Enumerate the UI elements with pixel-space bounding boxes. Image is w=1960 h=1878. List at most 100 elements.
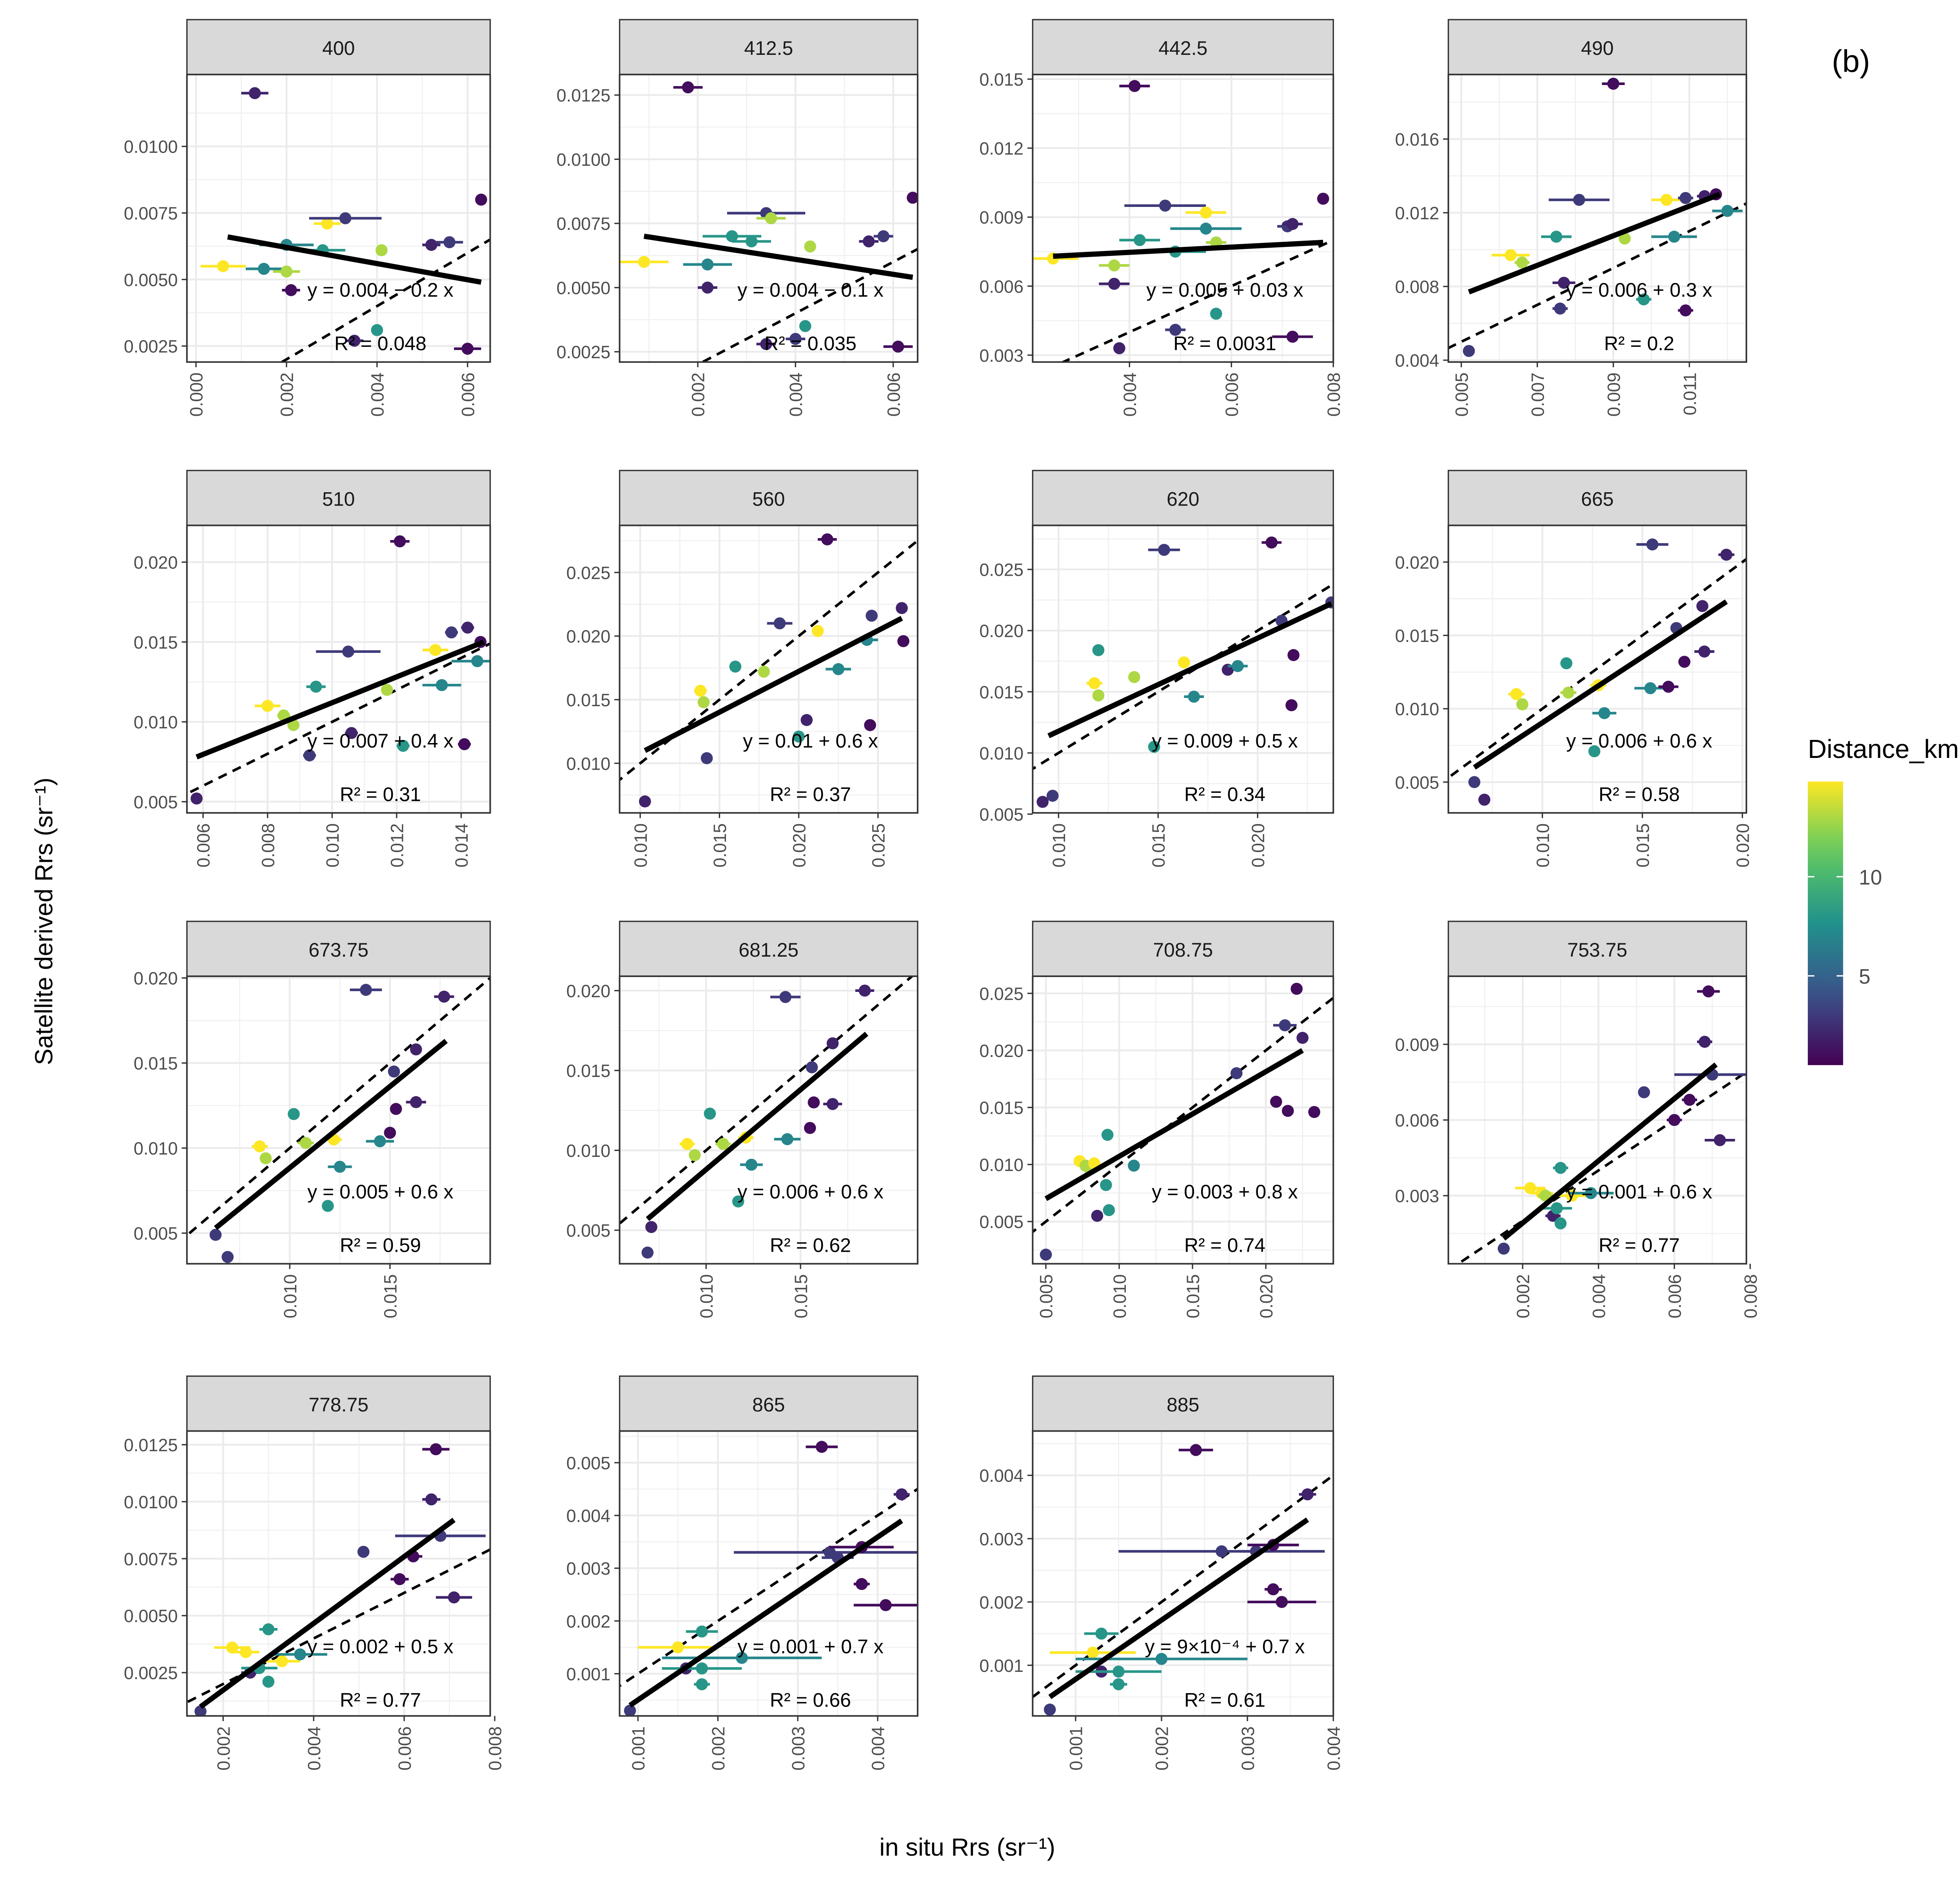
data-point xyxy=(1698,645,1711,658)
data-point xyxy=(1279,1019,1291,1031)
facet-strip xyxy=(186,921,491,977)
data-point xyxy=(793,731,805,743)
data-point xyxy=(1092,644,1105,656)
y-tick-label: 0.010 xyxy=(566,754,611,774)
colorbar-tick-label: 10 xyxy=(1859,866,1882,889)
legend-title: Distance_km xyxy=(1808,735,1959,764)
x-tick-label: 0.008 xyxy=(258,823,278,868)
data-point xyxy=(624,1704,636,1716)
data-point xyxy=(438,990,450,1003)
data-point xyxy=(276,1655,288,1668)
data-point xyxy=(1524,1182,1537,1194)
y-tick-label: 0.0100 xyxy=(124,1492,178,1512)
data-point xyxy=(1668,230,1681,243)
data-point xyxy=(1169,324,1181,336)
data-point xyxy=(1554,1217,1567,1230)
x-tick-label: 0.006 xyxy=(458,372,478,417)
y-tick-label: 0.008 xyxy=(1395,277,1439,297)
panel-border xyxy=(1032,524,1334,814)
data-point xyxy=(1133,234,1146,247)
x-tick-label: 0.009 xyxy=(1604,372,1624,417)
data-point xyxy=(641,1246,654,1259)
data-point xyxy=(388,1065,400,1078)
y-tick-label: 0.006 xyxy=(979,277,1024,297)
y-tick-label: 0.015 xyxy=(134,1053,178,1073)
y-tick-label: 0.0100 xyxy=(557,150,611,170)
data-point xyxy=(1699,1036,1711,1048)
x-tick-label: 0.008 xyxy=(485,1726,505,1771)
y-tick-label: 0.025 xyxy=(979,560,1024,580)
data-point xyxy=(1091,1210,1103,1222)
y-tick-label: 0.002 xyxy=(566,1612,611,1631)
data-point xyxy=(826,1037,839,1050)
data-point xyxy=(1158,544,1170,556)
data-point xyxy=(334,1160,346,1173)
data-point xyxy=(339,212,352,225)
data-point xyxy=(1497,1242,1510,1255)
data-point xyxy=(1287,649,1300,661)
one-to-one-line xyxy=(619,976,914,1225)
data-point xyxy=(285,284,297,296)
data-point xyxy=(826,1098,839,1110)
one-to-one-line xyxy=(1448,557,1747,779)
data-point xyxy=(1607,78,1619,90)
data-point xyxy=(877,230,889,243)
data-point xyxy=(1516,698,1528,711)
r-squared-label: R² = 0.66 xyxy=(770,1689,851,1711)
r-squared-label: R² = 0.61 xyxy=(1184,1689,1265,1711)
y-tick-label: 0.010 xyxy=(979,743,1024,763)
facet-title: 885 xyxy=(1167,1394,1199,1416)
data-point xyxy=(729,660,742,673)
data-point xyxy=(1585,1187,1597,1199)
y-tick-label: 0.015 xyxy=(566,1061,611,1081)
data-point xyxy=(696,1678,708,1690)
data-point xyxy=(694,685,707,697)
x-tick-label: 0.003 xyxy=(1238,1726,1258,1771)
data-point xyxy=(360,984,372,996)
data-point xyxy=(862,235,875,248)
data-point xyxy=(1679,304,1692,317)
regression-equation: y = 0.003 + 0.8 x xyxy=(1152,1181,1298,1203)
y-tick-label: 0.004 xyxy=(979,1466,1024,1486)
data-point xyxy=(1286,330,1299,343)
regression-line xyxy=(227,234,482,285)
regression-equation: y = 0.005 + 0.03 x xyxy=(1146,279,1303,301)
panel-885: 885 0.001 0.002 0.003 0.004 0.001 0.002 0.003 0.… xyxy=(979,1375,1344,1771)
facet-title: 490 xyxy=(1581,37,1613,59)
data-point xyxy=(858,984,871,997)
facet-title: 778.75 xyxy=(309,1394,368,1416)
data-point xyxy=(804,1122,816,1134)
facet-title: 665 xyxy=(1581,488,1613,510)
panel-border xyxy=(619,975,918,1265)
data-point xyxy=(348,335,361,347)
regression-line xyxy=(628,1518,903,1708)
data-point xyxy=(1188,691,1200,703)
y-tick-label: 0.010 xyxy=(134,712,178,732)
x-tick-label: 0.006 xyxy=(1665,1274,1685,1318)
data-point xyxy=(1285,699,1298,711)
one-to-one-line xyxy=(700,247,918,362)
data-point xyxy=(254,1140,266,1153)
facet-strip xyxy=(1448,19,1747,75)
y-tick-label: 0.005 xyxy=(1395,772,1439,792)
facet-strip xyxy=(1032,1375,1334,1432)
regression-line xyxy=(1048,1517,1309,1699)
data-point xyxy=(342,645,354,658)
panel-708.75: 708.75 0.005 0.010 0.015 0.020 0.005 0.010 0.01… xyxy=(979,921,1334,1318)
regression-equation: y = 0.002 + 0.5 x xyxy=(307,1635,454,1657)
data-point xyxy=(425,239,437,251)
y-tick-label: 0.005 xyxy=(979,805,1024,825)
data-point xyxy=(249,87,261,100)
panel-490: 490 0.005 0.007 0.009 0.011 0.004 0.008 0.012 0.… xyxy=(1395,19,1748,417)
data-point xyxy=(294,1648,306,1660)
data-point xyxy=(443,236,456,248)
x-tick-label: 0.008 xyxy=(1324,372,1344,417)
regression-equation: y = 9×10⁻⁴ + 0.7 x xyxy=(1145,1635,1305,1657)
y-tick-label: 0.010 xyxy=(1395,699,1439,719)
r-squared-label: R² = 0.048 xyxy=(334,333,426,355)
data-point xyxy=(1554,303,1566,315)
y-tick-label: 0.015 xyxy=(134,633,178,653)
data-point xyxy=(760,338,772,350)
data-point xyxy=(1296,1031,1309,1044)
data-point xyxy=(1662,680,1675,693)
